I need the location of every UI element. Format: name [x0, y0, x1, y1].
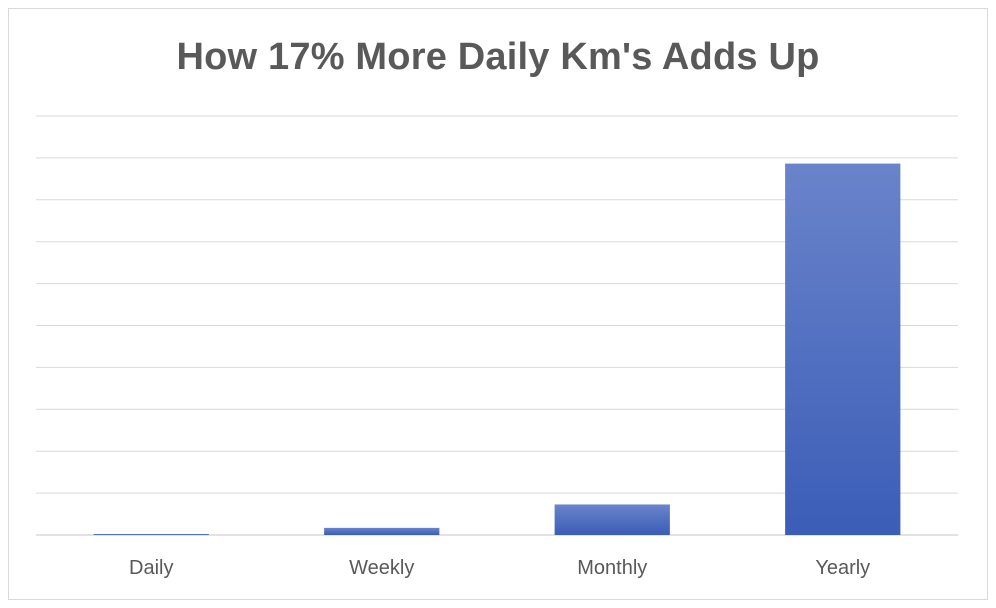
- x-tick-label-weekly: Weekly: [349, 557, 414, 579]
- x-axis-ticks: Daily Weekly Monthly Yearly: [129, 557, 870, 579]
- chart-title: How 17% More Daily Km's Adds Up: [176, 36, 820, 78]
- bars: [93, 163, 901, 535]
- x-tick-label-daily: Daily: [129, 557, 173, 579]
- x-tick-label-yearly: Yearly: [815, 557, 870, 579]
- bar-monthly: [554, 504, 670, 535]
- x-tick-label-monthly: Monthly: [577, 557, 647, 579]
- bar-yearly: [785, 163, 901, 535]
- bar-daily: [93, 533, 209, 535]
- bar-weekly: [324, 527, 440, 535]
